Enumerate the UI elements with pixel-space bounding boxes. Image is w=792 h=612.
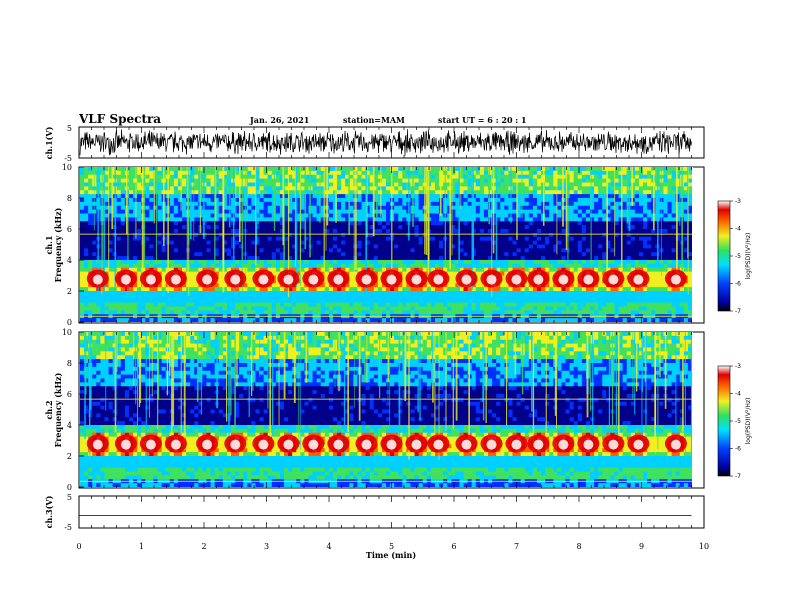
x-axis-label: Time (min) <box>366 550 416 560</box>
xtick-label-7: 7 <box>514 542 519 551</box>
ch2-colorbar-ticks: -3 -4 -5 -6 -7 <box>730 363 741 480</box>
ch2-spec-yticks: 0 2 4 6 8 10 <box>62 328 84 492</box>
chart-title: VLF Spectra <box>79 112 162 126</box>
cb2-label-4: -7 <box>735 473 741 480</box>
cb1-label-2: -5 <box>735 253 741 260</box>
ch1-colorbar-label: log(PSD)(V²/Hz) <box>745 233 752 280</box>
ch1-waveform-panel: 5 -5 ch.1(V) <box>44 124 705 163</box>
xtick-label-0: 0 <box>76 542 81 551</box>
xtick-label-10: 10 <box>699 542 709 551</box>
ch2-spec-ylabel-channel: ch.2 <box>44 400 54 419</box>
ch1-ytick-top: 5 <box>67 124 72 133</box>
ch3-ytick-bottom: -5 <box>64 523 72 532</box>
yt2-label-1: 2 <box>67 452 72 461</box>
cb2-label-0: -3 <box>735 363 741 370</box>
xtick-label-4: 4 <box>326 542 331 551</box>
ch1-waveform-line <box>79 129 692 156</box>
cb2-label-3: -6 <box>735 446 741 453</box>
cb2-label-2: -5 <box>735 418 741 425</box>
xtick-label-9: 9 <box>639 542 644 551</box>
yt2-label-2: 4 <box>67 421 72 430</box>
ch2-spectrogram-image <box>80 332 693 487</box>
ch1-spec-ylabel-channel: ch.1 <box>44 235 54 254</box>
cb2-label-1: -4 <box>735 391 741 398</box>
ch3-waveform-panel: 5 -5 ch.3(V) <box>44 493 705 532</box>
ch2-spectrogram-panel: 0 2 4 6 8 10 ch.2 Frequency (kHz) <box>44 328 705 492</box>
x-axis-tick-labels: 0 1 2 3 4 5 6 7 8 9 10 <box>76 542 709 551</box>
start-time-label: start UT = 6 : 20 : 1 <box>438 115 527 125</box>
ch3-ylabel: ch.3(V) <box>44 495 54 528</box>
ch1-colorbar-ticks: -3 -4 -5 -6 -7 <box>730 198 741 315</box>
yt1-label-5: 10 <box>62 163 72 172</box>
xtick-label-1: 1 <box>139 542 144 551</box>
cb1-label-3: -6 <box>735 281 741 288</box>
ch1-spec-ylabel-freq: Frequency (kHz) <box>53 207 63 282</box>
yt2-label-4: 8 <box>67 359 72 368</box>
cb1-label-1: -4 <box>735 226 741 233</box>
ch2-colorbar: -3 -4 -5 -6 -7 log(PSD)(V²/Hz) <box>717 363 752 480</box>
xtick-label-6: 6 <box>451 542 456 551</box>
yt1-label-4: 8 <box>67 194 72 203</box>
ch1-ylabel: ch.1(V) <box>44 126 54 159</box>
ch1-spectrogram-panel: 0 2 4 6 8 10 ch.1 Frequency (kHz) <box>44 163 705 327</box>
xtick-label-5: 5 <box>389 542 394 551</box>
yt2-label-3: 6 <box>67 390 72 399</box>
ch1-colorbar-gradient <box>717 200 731 312</box>
cb1-label-4: -7 <box>735 308 741 315</box>
ch1-spectrogram-image <box>80 167 693 322</box>
yt1-label-2: 4 <box>67 256 72 265</box>
yt1-label-1: 2 <box>67 287 72 296</box>
ch2-colorbar-gradient <box>717 365 731 477</box>
xtick-label-2: 2 <box>201 542 206 551</box>
ch3-ytick-top: 5 <box>67 493 72 502</box>
xtick-label-8: 8 <box>576 542 581 551</box>
station-label: station=MAM <box>343 115 405 125</box>
ch2-colorbar-label: log(PSD)(V²/Hz) <box>745 398 752 445</box>
x-axis-ticks <box>78 127 705 528</box>
ch1-ytick-bottom: -5 <box>64 154 72 163</box>
xtick-label-3: 3 <box>264 542 269 551</box>
date-label: Jan. 26, 2021 <box>250 115 310 125</box>
ch1-spec-yticks: 0 2 4 6 8 10 <box>62 163 84 327</box>
ch1-colorbar: -3 -4 -5 -6 -7 log(PSD)(V²/Hz) <box>717 198 752 315</box>
yt2-label-0: 0 <box>67 483 72 492</box>
yt1-label-0: 0 <box>67 318 72 327</box>
yt2-label-5: 10 <box>62 328 72 337</box>
cb1-label-0: -3 <box>735 198 741 205</box>
yt1-label-3: 6 <box>67 225 72 234</box>
ch2-spec-ylabel-freq: Frequency (kHz) <box>53 372 63 447</box>
